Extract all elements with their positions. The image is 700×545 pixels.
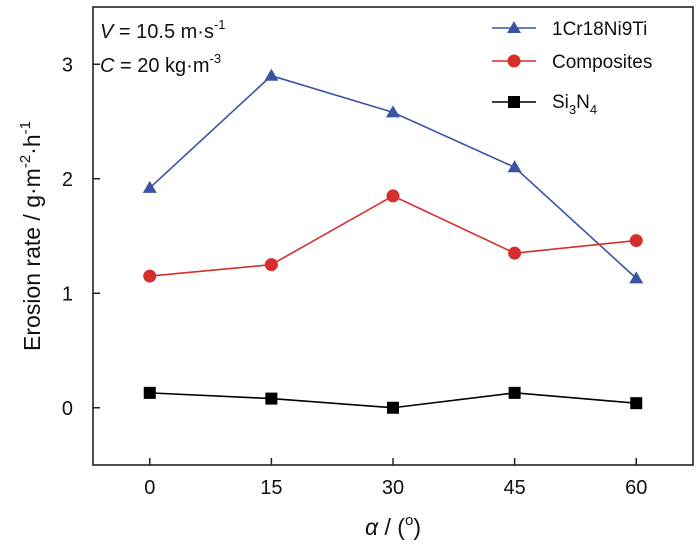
legend-item-1cr18ni9ti: 1Cr18Ni9Ti — [492, 19, 647, 40]
y-axis-exp1: -2 — [17, 155, 34, 168]
concentration-exponent: -3 — [210, 51, 222, 66]
x-axis-label: α / (o) — [365, 512, 421, 540]
velocity-exponent: -1 — [214, 17, 226, 32]
x-tick-label: 60 — [625, 477, 647, 499]
data-point-1cr18ni9ti — [386, 105, 400, 118]
legend-marker-1cr18ni9ti — [507, 21, 521, 33]
legend-marker-si3n4 — [508, 96, 520, 108]
y-axis-exp2: -1 — [17, 121, 34, 134]
condition-velocity: V = 10.5 m·s-1 — [100, 17, 226, 43]
y-axis-main: Erosion rate / g·m — [19, 168, 45, 351]
data-point-si3n4 — [630, 397, 643, 410]
series-si3n4 — [143, 386, 643, 414]
data-point-composites — [264, 258, 278, 272]
concentration-symbol: C — [100, 55, 115, 77]
x-tick-label: 0 — [144, 477, 155, 499]
data-point-si3n4 — [508, 386, 521, 399]
y-tick-label: 3 — [62, 54, 73, 76]
data-point-1cr18ni9ti — [507, 160, 522, 173]
si3n4-sub4: 4 — [590, 102, 597, 117]
data-point-composites — [629, 234, 643, 248]
concentration-value: = 20 kg·m — [114, 55, 209, 77]
x-axis-close: ) — [413, 514, 421, 540]
velocity-symbol: V — [100, 21, 115, 43]
series-1cr18ni9ti — [142, 68, 644, 284]
y-tick-label: 0 — [62, 398, 73, 420]
data-point-si3n4 — [265, 392, 278, 405]
x-tick-label: 30 — [382, 477, 404, 499]
x-axis-degree: o — [405, 512, 413, 529]
legend-item-composites: Composites — [492, 52, 652, 73]
data-point-1cr18ni9ti — [629, 271, 644, 284]
data-point-composites — [508, 246, 522, 260]
x-axis-symbol: α — [365, 514, 379, 540]
series-composites — [143, 189, 643, 283]
data-point-1cr18ni9ti — [264, 68, 279, 81]
axis-ticks: 0 15 30 45 60 0 1 2 3 — [62, 54, 647, 499]
data-point-si3n4 — [387, 401, 399, 414]
series-layer — [142, 68, 644, 414]
legend-label-composites: Composites — [552, 52, 652, 73]
si3n4-n: N — [576, 92, 590, 113]
data-point-si3n4 — [143, 386, 156, 399]
data-point-composites — [386, 189, 400, 203]
x-axis-unit: / ( — [378, 514, 405, 540]
x-tick-label: 15 — [260, 477, 282, 499]
y-tick-label: 2 — [62, 169, 73, 191]
legend-item-si3n4: Si3N4 — [492, 92, 597, 117]
conditions-annotation: V = 10.5 m·s-1 C = 20 kg·m-3 — [100, 17, 226, 77]
y-tick-label: 1 — [62, 283, 73, 305]
legend-label-1cr18ni9ti: 1Cr18Ni9Ti — [552, 19, 647, 40]
data-point-1cr18ni9ti — [142, 180, 157, 193]
condition-concentration: C = 20 kg·m-3 — [100, 51, 221, 77]
x-tick-label: 45 — [503, 477, 525, 499]
velocity-value: = 10.5 m·s — [113, 21, 214, 43]
data-point-composites — [143, 269, 157, 283]
legend-marker-composites — [507, 54, 521, 68]
series-line-composites — [149, 195, 637, 277]
si3n4-sub3: 3 — [569, 102, 576, 117]
y-axis-label: Erosion rate / g·m-2·h-1 — [17, 121, 45, 351]
si3n4-si: Si — [552, 92, 569, 113]
legend: 1Cr18Ni9Ti Composites Si3N4 — [492, 19, 652, 117]
y-axis-mid: ·h — [19, 134, 45, 154]
legend-label-si3n4: Si3N4 — [552, 92, 597, 117]
